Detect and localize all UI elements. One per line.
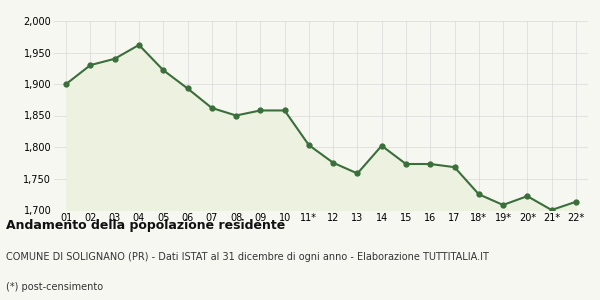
Text: COMUNE DI SOLIGNANO (PR) - Dati ISTAT al 31 dicembre di ogni anno - Elaborazione: COMUNE DI SOLIGNANO (PR) - Dati ISTAT al… [6,252,489,262]
Text: Andamento della popolazione residente: Andamento della popolazione residente [6,219,285,232]
Text: (*) post-censimento: (*) post-censimento [6,282,103,292]
